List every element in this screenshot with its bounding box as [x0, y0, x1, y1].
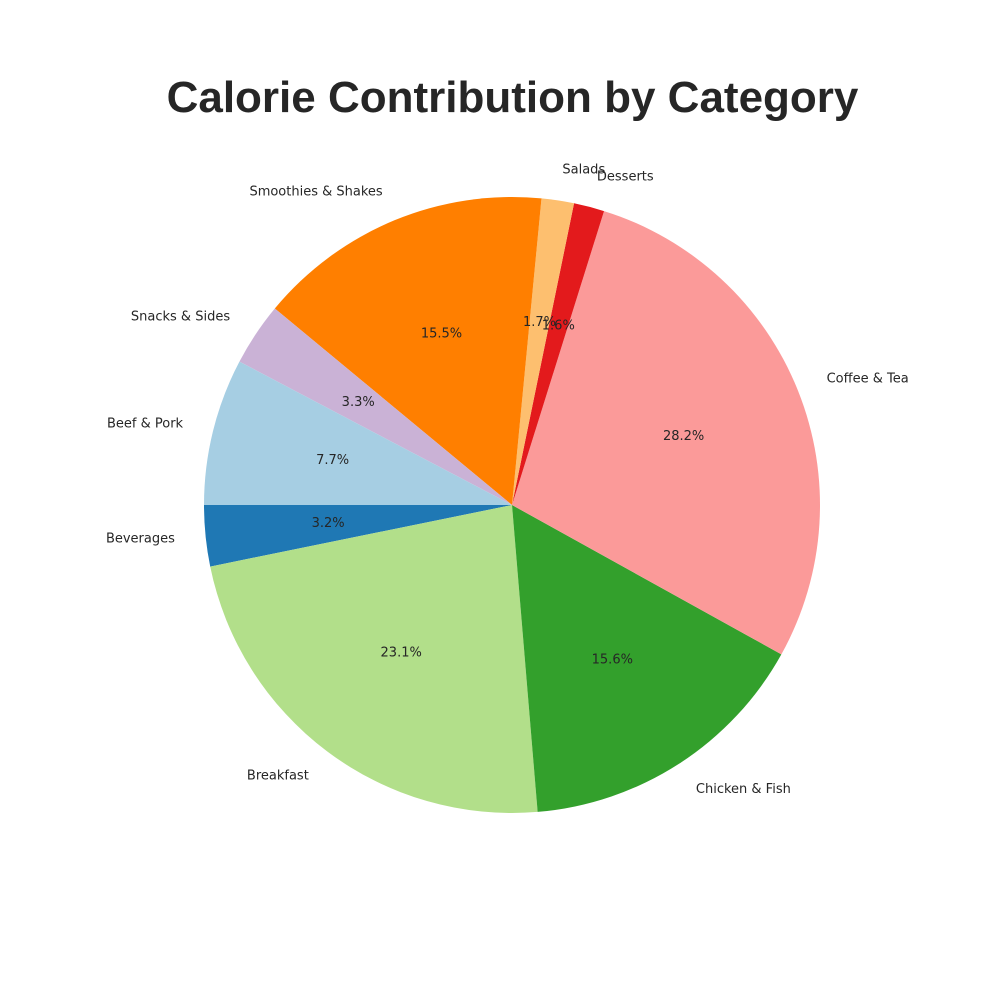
slice-percent-label: 15.6% — [592, 653, 633, 668]
pie-labels: Beverages 3.2% Breakfast 23.1% Chicken & Fis… — [106, 163, 909, 798]
slice-percent-label: 23.1% — [381, 645, 422, 660]
slice-label: Breakfast — [247, 769, 309, 784]
pie-slice — [204, 361, 512, 505]
slice-label: Beef & Pork — [107, 416, 184, 431]
pie-slice — [239, 308, 513, 505]
slice-percent-label: 15.5% — [421, 327, 462, 342]
slice-label: Chicken & Fish — [696, 782, 791, 797]
slice-label: Beverages — [106, 532, 175, 547]
pie-slice — [512, 211, 821, 655]
pie-slice — [512, 203, 605, 505]
slice-percent-label: 1.6% — [542, 319, 575, 334]
slice-percent-label: 1.7% — [523, 315, 556, 330]
pie-slice — [512, 505, 782, 812]
pie-slice — [210, 505, 538, 813]
pie-slice — [274, 197, 542, 505]
chart-title: Calorie Contribution by Category — [166, 73, 859, 122]
pie-slices — [204, 197, 821, 813]
slice-label: Desserts — [597, 170, 654, 185]
pie-slice — [512, 198, 575, 506]
slice-label: Smoothies & Shakes — [249, 184, 382, 199]
slice-percent-label: 7.7% — [316, 453, 349, 468]
slice-percent-label: 28.2% — [663, 429, 704, 444]
slice-label: Snacks & Sides — [131, 310, 230, 325]
slice-label: Coffee & Tea — [827, 372, 909, 387]
pie-slice — [204, 505, 512, 567]
slice-label: Salads — [562, 163, 605, 178]
slice-percent-label: 3.2% — [312, 516, 345, 531]
slice-percent-label: 3.3% — [342, 395, 375, 410]
